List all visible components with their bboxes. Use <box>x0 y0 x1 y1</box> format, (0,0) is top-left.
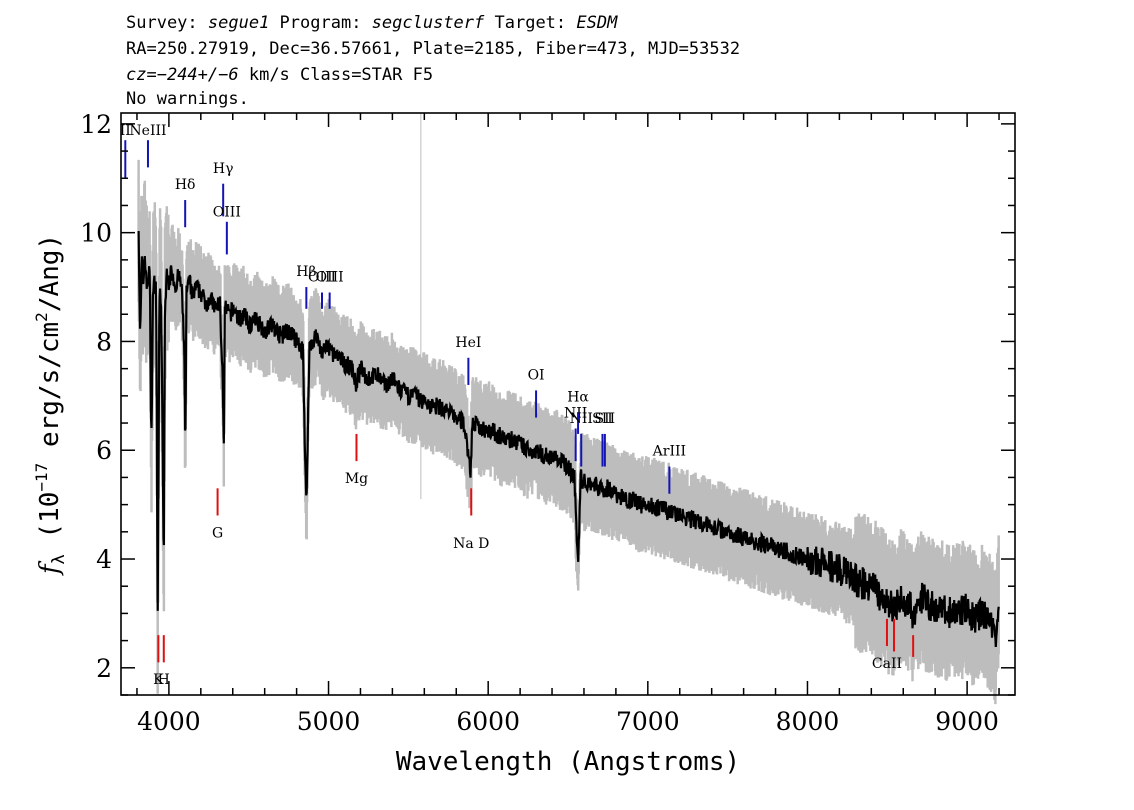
x-tick-label: 6000 <box>456 707 520 736</box>
flux-series-line <box>137 230 1000 648</box>
y-tick-label: 10 <box>80 219 112 248</box>
header: Survey: segue1 Program: segclusterf Targ… <box>126 13 740 109</box>
x-axis-label: Wavelength (Angstroms) <box>396 747 740 777</box>
absorption-line-label: Mg <box>345 471 368 487</box>
header-segment: segue1 <box>208 13 269 33</box>
emission-line-label: Hδ <box>175 177 196 193</box>
emission-line-label: NeIII <box>129 123 166 139</box>
absorption-line-label: CaII <box>872 656 902 672</box>
plot-frame <box>120 112 1016 696</box>
header-line-survey: Survey: segue1 Program: segclusterf Targ… <box>126 13 618 33</box>
y-tick-label: 4 <box>96 545 112 574</box>
emission-line-label: Hα <box>567 389 589 405</box>
y-axis-label: fλ (10−17 erg/s/cm2/Ang) <box>32 234 69 576</box>
y-label-part: 2 <box>32 312 51 322</box>
emission-line-label: II <box>120 123 131 139</box>
y-label-part: /Ang) <box>35 234 65 312</box>
header-line-warnings: No warnings. <box>126 89 249 109</box>
y-tick-label: 8 <box>96 327 112 356</box>
x-tick-label: 4000 <box>137 707 201 736</box>
emission-line-label: ArIII <box>652 444 686 460</box>
y-tick-label: 6 <box>96 436 112 465</box>
x-tick-label: 9000 <box>935 707 999 736</box>
emission-line-label: OIII <box>316 270 344 286</box>
header-segment: Survey: <box>126 13 208 33</box>
emission-line-label: NII <box>564 406 587 422</box>
emission-line-label: NII <box>570 411 593 427</box>
header-segment: km/s Class=STAR F5 <box>239 65 433 85</box>
emission-line-label: OIII <box>308 270 336 286</box>
y-tick-label: 2 <box>96 654 112 683</box>
absorption-line-label: Na D <box>453 536 489 552</box>
absorption-line-label: K <box>153 672 164 688</box>
emission-line-label: HeI <box>455 335 481 351</box>
emission-line-label: OIII <box>213 204 241 220</box>
emission-line-label: Hγ <box>213 161 234 177</box>
emission-line-label: SII <box>592 411 613 427</box>
absorption-line-label: H <box>158 672 170 688</box>
y-label-part: λ <box>49 554 69 564</box>
emission-line-label: Hβ <box>296 264 316 280</box>
x-tick-label: 5000 <box>297 707 361 736</box>
x-tick-label: 7000 <box>616 707 680 736</box>
y-label-part: (10 <box>35 492 65 555</box>
y-label-part: −17 <box>32 463 51 492</box>
axis-ticks: 4000 5000 6000 7000 8000 9000 2 4 6 8 10 12 <box>80 110 1015 736</box>
x-tick-label: 8000 <box>776 707 840 736</box>
emission-line-label: SII <box>595 411 616 427</box>
header-segment: cz= <box>126 65 157 85</box>
header-segment: −244+/−6 <box>157 65 239 85</box>
y-tick-label: 12 <box>80 110 112 139</box>
y-label-part: erg/s/cm <box>35 322 65 463</box>
header-line-coords: RA=250.27919, Dec=36.57661, Plate=2185, … <box>126 39 740 59</box>
header-segment: Program: <box>269 13 371 33</box>
noise-band <box>137 159 1000 705</box>
header-segment: segclusterf <box>372 13 485 33</box>
header-line-redshift: cz=−244+/−6 km/s Class=STAR F5 <box>126 65 433 85</box>
absorption-line-label: G <box>212 525 223 541</box>
header-segment: Target: <box>484 13 576 33</box>
emission-line-label: OI <box>528 368 545 384</box>
header-segment: ESDM <box>576 13 618 33</box>
